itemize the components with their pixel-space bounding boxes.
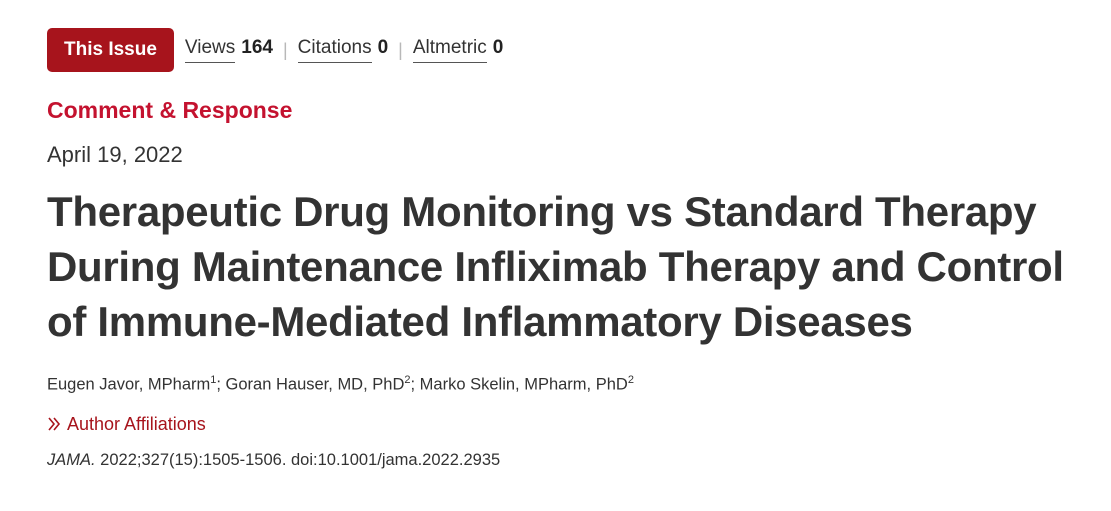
citation-line: JAMA. 2022;327(15):1505-1506. doi:10.100… [47, 451, 1087, 470]
author-name[interactable]: Eugen Javor, MPharm [47, 375, 211, 394]
views-metric: Views 164 [184, 37, 273, 63]
citations-count: 0 [377, 37, 389, 58]
citations-metric: Citations 0 [297, 37, 389, 63]
metric-divider: | [398, 39, 403, 60]
altmetric-metric: Altmetric 0 [412, 37, 504, 63]
author-affiliations-label: Author Affiliations [67, 413, 206, 434]
metric-divider: | [282, 39, 288, 60]
chevron-right-double-icon [48, 417, 61, 431]
article-header: This Issue Views 164 | Citations 0 | Alt… [47, 28, 1087, 470]
article-title-line: of Immune-Mediated Inflammatory Diseases [47, 298, 913, 345]
citation-details: 2022;327(15):1505-1506. doi:10.1001/jama… [95, 450, 501, 469]
publication-date: April 19, 2022 [47, 142, 183, 167]
author-name[interactable]: Marko Skelin, MPharm, PhD [419, 375, 628, 394]
author-affiliation-marker: 2 [404, 374, 411, 386]
citation-journal: JAMA. [47, 450, 96, 469]
article-title-line: During Maintenance Infliximab Therapy an… [47, 243, 1064, 290]
author-separator: ; [410, 375, 420, 394]
author-separator: ; [216, 375, 226, 394]
article-type-label[interactable]: Comment & Response [47, 97, 293, 123]
altmetric-link[interactable]: Altmetric [412, 37, 487, 63]
author-name[interactable]: Goran Hauser, MD, PhD [225, 375, 405, 394]
altmetric-score: 0 [492, 37, 504, 58]
views-count: 164 [241, 37, 273, 58]
author-affiliations-toggle[interactable]: Author Affiliations [47, 414, 1087, 435]
article-title-line: Therapeutic Drug Monitoring vs Standard … [47, 188, 1037, 235]
metrics-bar: This Issue Views 164 | Citations 0 | Alt… [47, 28, 1087, 72]
article-title: Therapeutic Drug Monitoring vs Standard … [47, 184, 1087, 349]
views-link[interactable]: Views [184, 37, 236, 63]
citations-link[interactable]: Citations [297, 37, 372, 63]
author-affiliation-marker: 2 [627, 374, 634, 386]
author-affiliation-marker: 1 [210, 374, 217, 386]
this-issue-button[interactable]: This Issue [47, 28, 174, 72]
author-list: Eugen Javor, MPharm1; Goran Hauser, MD, … [47, 369, 1087, 396]
